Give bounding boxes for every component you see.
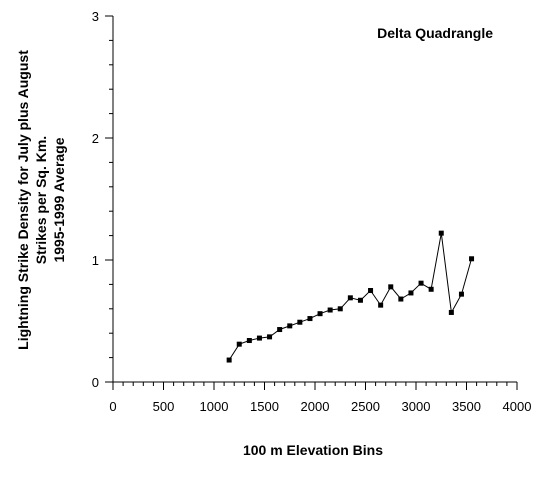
x-tick-label: 1500: [250, 399, 279, 414]
tick-labels: 0 500 1000 1500 2000 2500 3000 3500 4000 0 1 2 3: [92, 9, 532, 414]
x-tick-label: 500: [153, 399, 175, 414]
data-point-marker: [337, 306, 343, 312]
data-point-marker: [307, 316, 313, 322]
data-point-marker: [287, 323, 293, 329]
data-point-marker: [226, 357, 232, 363]
data-point-marker: [438, 230, 444, 236]
data-series: [226, 230, 475, 363]
data-point-marker: [246, 338, 252, 344]
y-axis-title-line-2: Strikes per Sq. Km.: [33, 136, 49, 264]
data-point-marker: [347, 295, 353, 301]
data-point-marker: [236, 341, 242, 347]
y-tick-label: 3: [92, 9, 99, 24]
data-point-marker: [378, 302, 384, 308]
x-tick-label: 3500: [452, 399, 481, 414]
x-tick-label: 4000: [503, 399, 532, 414]
x-tick-label: 2000: [301, 399, 330, 414]
data-point-marker: [317, 311, 323, 317]
data-point-marker: [408, 290, 414, 296]
x-axis-title: 100 m Elevation Bins: [243, 442, 383, 458]
data-point-marker: [398, 296, 404, 302]
y-axis-title: Lightning Strike Density for July plus A…: [15, 50, 67, 350]
x-tick-label: 3000: [402, 399, 431, 414]
data-point-marker: [297, 319, 303, 325]
y-tick-label: 0: [92, 375, 99, 390]
tick-marks: [105, 15, 518, 390]
data-point-marker: [388, 284, 394, 290]
data-point-marker: [428, 286, 434, 292]
data-point-marker: [256, 335, 262, 341]
data-point-marker: [357, 297, 363, 303]
data-point-marker: [327, 307, 333, 313]
data-point-marker: [448, 309, 454, 315]
data-point-marker: [267, 334, 273, 340]
x-tick-label: 1000: [200, 399, 229, 414]
x-tick-label: 0: [109, 399, 116, 414]
data-point-marker: [469, 256, 475, 262]
x-tick-label: 2500: [351, 399, 380, 414]
y-tick-label: 2: [92, 131, 99, 146]
y-axis-title-line-1: Lightning Strike Density for July plus A…: [15, 50, 31, 350]
data-point-marker: [418, 280, 424, 286]
data-point-marker: [277, 327, 283, 333]
chart-annotation: Delta Quadrangle: [377, 25, 493, 41]
axes: [112, 16, 517, 383]
y-tick-label: 1: [92, 253, 99, 268]
data-point-marker: [458, 291, 464, 297]
y-axis-title-line-3: 1995-1999 Average: [51, 137, 67, 262]
data-point-marker: [368, 288, 374, 293]
